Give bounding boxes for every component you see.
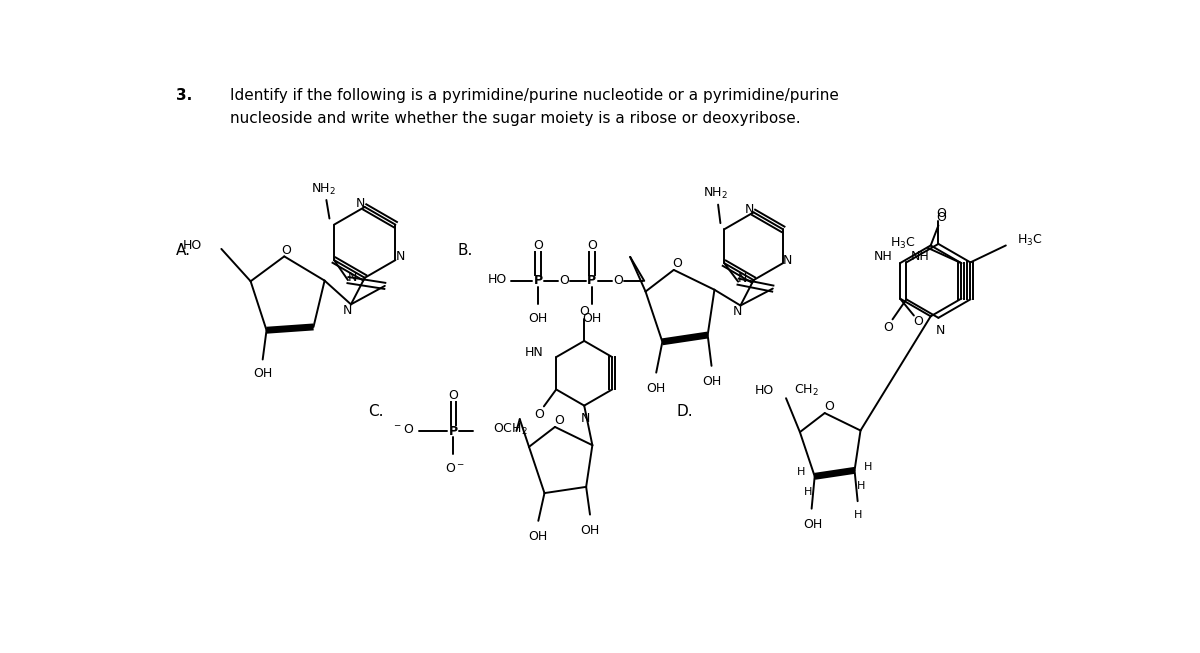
Text: O: O [534, 407, 544, 421]
Text: O$^-$: O$^-$ [445, 462, 464, 475]
Text: NH: NH [911, 251, 930, 264]
Text: NH$_2$: NH$_2$ [702, 186, 727, 201]
Text: N: N [782, 253, 792, 266]
Text: D.: D. [677, 404, 694, 419]
Text: N: N [348, 270, 358, 283]
Text: OCH$_2$: OCH$_2$ [493, 422, 528, 437]
Text: O: O [554, 414, 564, 427]
Text: P: P [534, 274, 542, 287]
Text: OH: OH [528, 311, 547, 325]
Text: H: H [797, 468, 805, 477]
Text: O: O [936, 211, 947, 224]
Text: OH: OH [581, 524, 600, 537]
Text: OH: OH [804, 518, 823, 531]
Text: O: O [281, 244, 290, 257]
Text: A.: A. [176, 242, 191, 257]
Text: OH: OH [582, 311, 601, 325]
Text: H: H [864, 462, 872, 471]
Text: CH$_2$: CH$_2$ [793, 383, 818, 398]
Text: N: N [935, 324, 944, 337]
Text: OH: OH [253, 367, 272, 380]
Text: N: N [738, 272, 748, 285]
Text: N: N [355, 197, 365, 210]
Text: $^-$O: $^-$O [392, 423, 415, 436]
Text: H$_3$C: H$_3$C [889, 236, 916, 251]
Text: Identify if the following is a pyrimidine/purine nucleotide or a pyrimidine/puri: Identify if the following is a pyrimidin… [230, 88, 839, 125]
Text: 3.: 3. [176, 88, 192, 103]
Text: N: N [343, 304, 353, 317]
Text: O: O [587, 239, 596, 252]
Text: HO: HO [488, 273, 508, 286]
Text: O: O [580, 305, 589, 318]
Text: O: O [824, 400, 834, 413]
Text: HO: HO [755, 384, 774, 397]
Text: C.: C. [368, 404, 384, 419]
Text: N: N [581, 412, 590, 424]
Text: H: H [853, 511, 862, 520]
Text: NH: NH [874, 249, 893, 263]
Text: OH: OH [647, 382, 666, 395]
Text: H: H [857, 481, 865, 491]
Text: OH: OH [529, 530, 548, 543]
Text: O: O [449, 389, 458, 402]
Text: O: O [533, 239, 542, 252]
Text: O: O [613, 274, 623, 287]
Text: O: O [883, 321, 893, 334]
Text: P: P [449, 424, 458, 438]
Text: P: P [587, 274, 596, 287]
Text: OH: OH [702, 375, 721, 388]
Text: HN: HN [526, 346, 544, 359]
Text: HO: HO [182, 238, 202, 251]
Text: O: O [913, 315, 924, 328]
Text: O: O [936, 206, 947, 219]
Text: N: N [395, 251, 404, 264]
Text: N: N [744, 203, 754, 215]
Text: NH$_2$: NH$_2$ [311, 182, 336, 197]
Text: B.: B. [457, 242, 473, 257]
Text: H: H [804, 486, 812, 497]
Text: O: O [559, 274, 569, 287]
Text: O: O [673, 257, 683, 270]
Text: N: N [733, 305, 742, 318]
Text: H$_3$C: H$_3$C [1016, 233, 1042, 248]
